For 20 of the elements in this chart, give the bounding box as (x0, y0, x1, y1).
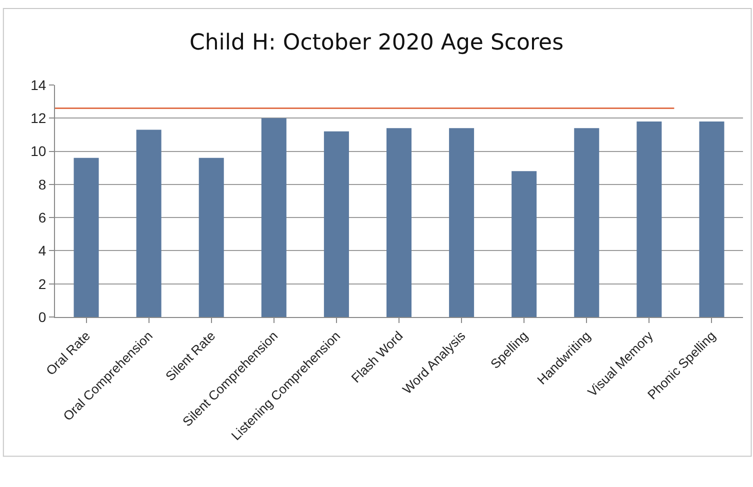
y-tick-label: 6 (38, 209, 46, 226)
chart-title: Child H: October 2020 Age Scores (189, 30, 564, 56)
y-tick-label: 12 (30, 110, 46, 126)
bar (449, 128, 474, 317)
y-tick-label: 10 (30, 143, 46, 160)
bar (74, 158, 99, 317)
bar (386, 128, 412, 317)
y-tick-label: 8 (38, 176, 46, 192)
y-tick-label: 2 (38, 276, 46, 292)
bar (198, 158, 224, 317)
bar (136, 130, 162, 317)
bar (324, 131, 349, 317)
y-tick-label: 14 (30, 76, 46, 93)
bar (699, 121, 724, 317)
bar (574, 128, 600, 317)
y-tick-label: 0 (38, 308, 46, 325)
bar (512, 171, 537, 317)
bar (261, 118, 286, 317)
y-tick-label: 4 (38, 242, 46, 259)
bar (636, 121, 662, 317)
